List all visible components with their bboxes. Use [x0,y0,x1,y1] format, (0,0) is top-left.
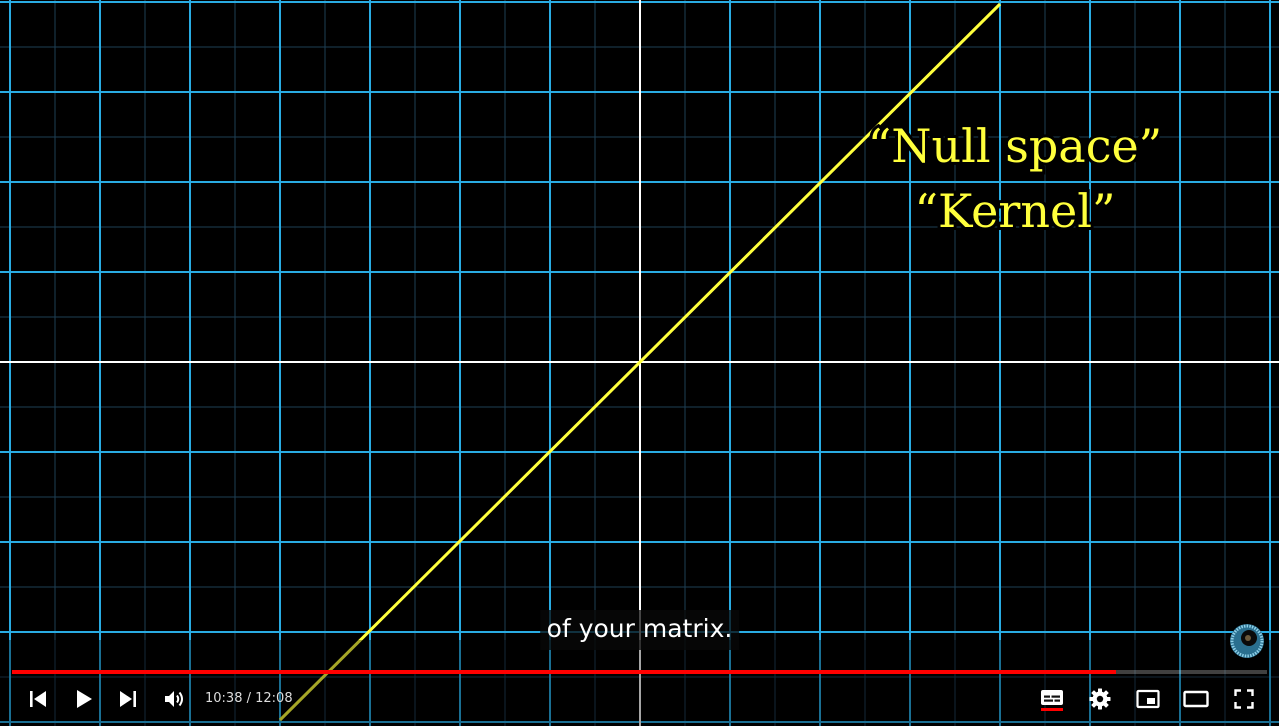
progress-played [12,670,1117,674]
volume-button[interactable] [158,676,192,722]
next-icon [120,691,136,707]
channel-watermark-icon[interactable] [1228,622,1266,660]
subtitles-button[interactable] [1035,676,1069,722]
play-icon [77,690,92,708]
fullscreen-icon [1234,689,1254,709]
current-time: 10:38 [205,691,243,706]
play-button[interactable] [68,676,100,722]
theater-mode-button[interactable] [1179,676,1213,722]
miniplayer-button[interactable] [1131,676,1165,722]
settings-icon [1089,688,1111,710]
volume-icon [165,691,183,707]
time-display: 10:38 / 12:08 [205,676,293,722]
miniplayer-icon [1136,689,1160,709]
controls-bar: 10:38 / 12:08 [0,676,1279,722]
duration: 12:08 [255,691,293,706]
subtitles-icon [1041,690,1063,711]
previous-button[interactable] [22,676,54,722]
settings-button[interactable] [1083,676,1117,722]
previous-icon [30,691,46,707]
time-separator: / [242,691,256,706]
fullscreen-button[interactable] [1227,676,1261,722]
progress-bar[interactable] [12,670,1267,674]
next-button[interactable] [112,676,144,722]
caption-text: of your matrix. [539,610,740,650]
null-space-line [278,2,1002,722]
theater-mode-icon [1183,690,1209,708]
controls-gradient [0,640,1279,726]
annotation-null-space: “Null space” [868,119,1162,173]
annotation-kernel: “Kernel” [915,184,1116,238]
